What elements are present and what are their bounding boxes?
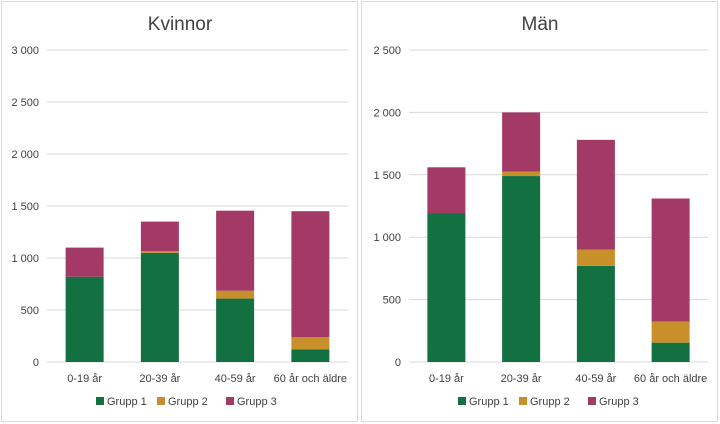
bar-grupp-3 [576, 139, 615, 250]
y-tick-label: 1 000 [11, 253, 39, 265]
bar-grupp-3 [427, 167, 466, 214]
x-tick-label: 0-19 år [67, 373, 102, 385]
bar-grupp-2 [576, 249, 615, 266]
y-tick-label: 2 000 [373, 107, 401, 119]
y-tick-label: 2 500 [373, 45, 401, 57]
chart-man: Män 0 500 1 000 1 500 2 000 2 500 0-19 år 20-39 … [361, 1, 718, 422]
legend-label: Grupp 2 [168, 396, 208, 408]
legend-swatch [458, 397, 466, 405]
bar-grupp-1 [291, 349, 330, 362]
x-tick-label: 60 år och äldre [634, 373, 707, 385]
legend-swatch [226, 397, 234, 405]
chart-title: Män [522, 14, 559, 35]
x-tick-label: 60 år och äldre [274, 373, 347, 385]
y-tick-label: 2 500 [11, 97, 39, 109]
y-tick-label: 500 [383, 295, 401, 307]
bar-grupp-1 [576, 265, 615, 362]
x-tick-label: 20-39 år [501, 373, 542, 385]
chart-title: Kvinnor [148, 14, 213, 35]
bar-grupp-3 [216, 210, 255, 291]
bar-grupp-1 [140, 252, 179, 362]
bar-grupp-3 [651, 198, 690, 322]
bar-grupp-2 [216, 290, 255, 299]
y-tick-label: 1 500 [373, 170, 401, 182]
y-tick-label: 0 [33, 357, 39, 369]
bar-grupp-3 [502, 112, 541, 172]
x-tick-label: 0-19 år [429, 373, 464, 385]
y-tick-label: 3 000 [11, 45, 39, 57]
bar-grupp-3 [140, 221, 179, 252]
legend-swatch [96, 397, 104, 405]
legend-label: Grupp 2 [530, 396, 570, 408]
bar-grupp-3 [65, 247, 104, 277]
bar-grupp-1 [427, 213, 466, 362]
bar-grupp-1 [502, 176, 541, 362]
bar-grupp-2 [651, 321, 690, 343]
bar-grupp-1 [216, 298, 255, 362]
y-tick-label: 2 000 [11, 149, 39, 161]
x-tick-label: 40-59 år [215, 373, 256, 385]
x-tick-label: 40-59 år [575, 373, 616, 385]
legend-swatch [157, 397, 165, 405]
y-tick-label: 1 500 [11, 201, 39, 213]
bar-grupp-3 [291, 211, 330, 338]
legend-swatch [519, 397, 527, 405]
bar-grupp-1 [651, 342, 690, 362]
legend-label: Grupp 3 [599, 396, 639, 408]
legend-swatch [588, 397, 596, 405]
y-tick-label: 500 [21, 305, 39, 317]
bar-grupp-1 [65, 276, 104, 362]
legend-label: Grupp 3 [237, 396, 277, 408]
chart-man-svg: Män 0 500 1 000 1 500 2 000 2 500 0-19 år 20-39 … [373, 14, 708, 408]
bar-grupp-2 [502, 171, 541, 177]
bar-grupp-2 [140, 251, 179, 253]
legend-label: Grupp 1 [469, 396, 509, 408]
y-tick-label: 1 000 [373, 232, 401, 244]
x-tick-label: 20-39 år [139, 373, 180, 385]
chart-kvinnor-svg: Kvinnor 0 500 1 000 1 500 2 000 2 500 3 000 0-19… [11, 14, 348, 408]
chart-kvinnor: Kvinnor 0 500 1 000 1 500 2 000 2 500 3 000 0-19… [1, 1, 358, 422]
legend-label: Grupp 1 [107, 396, 147, 408]
bar-grupp-2 [291, 337, 330, 350]
y-tick-label: 0 [395, 357, 401, 369]
